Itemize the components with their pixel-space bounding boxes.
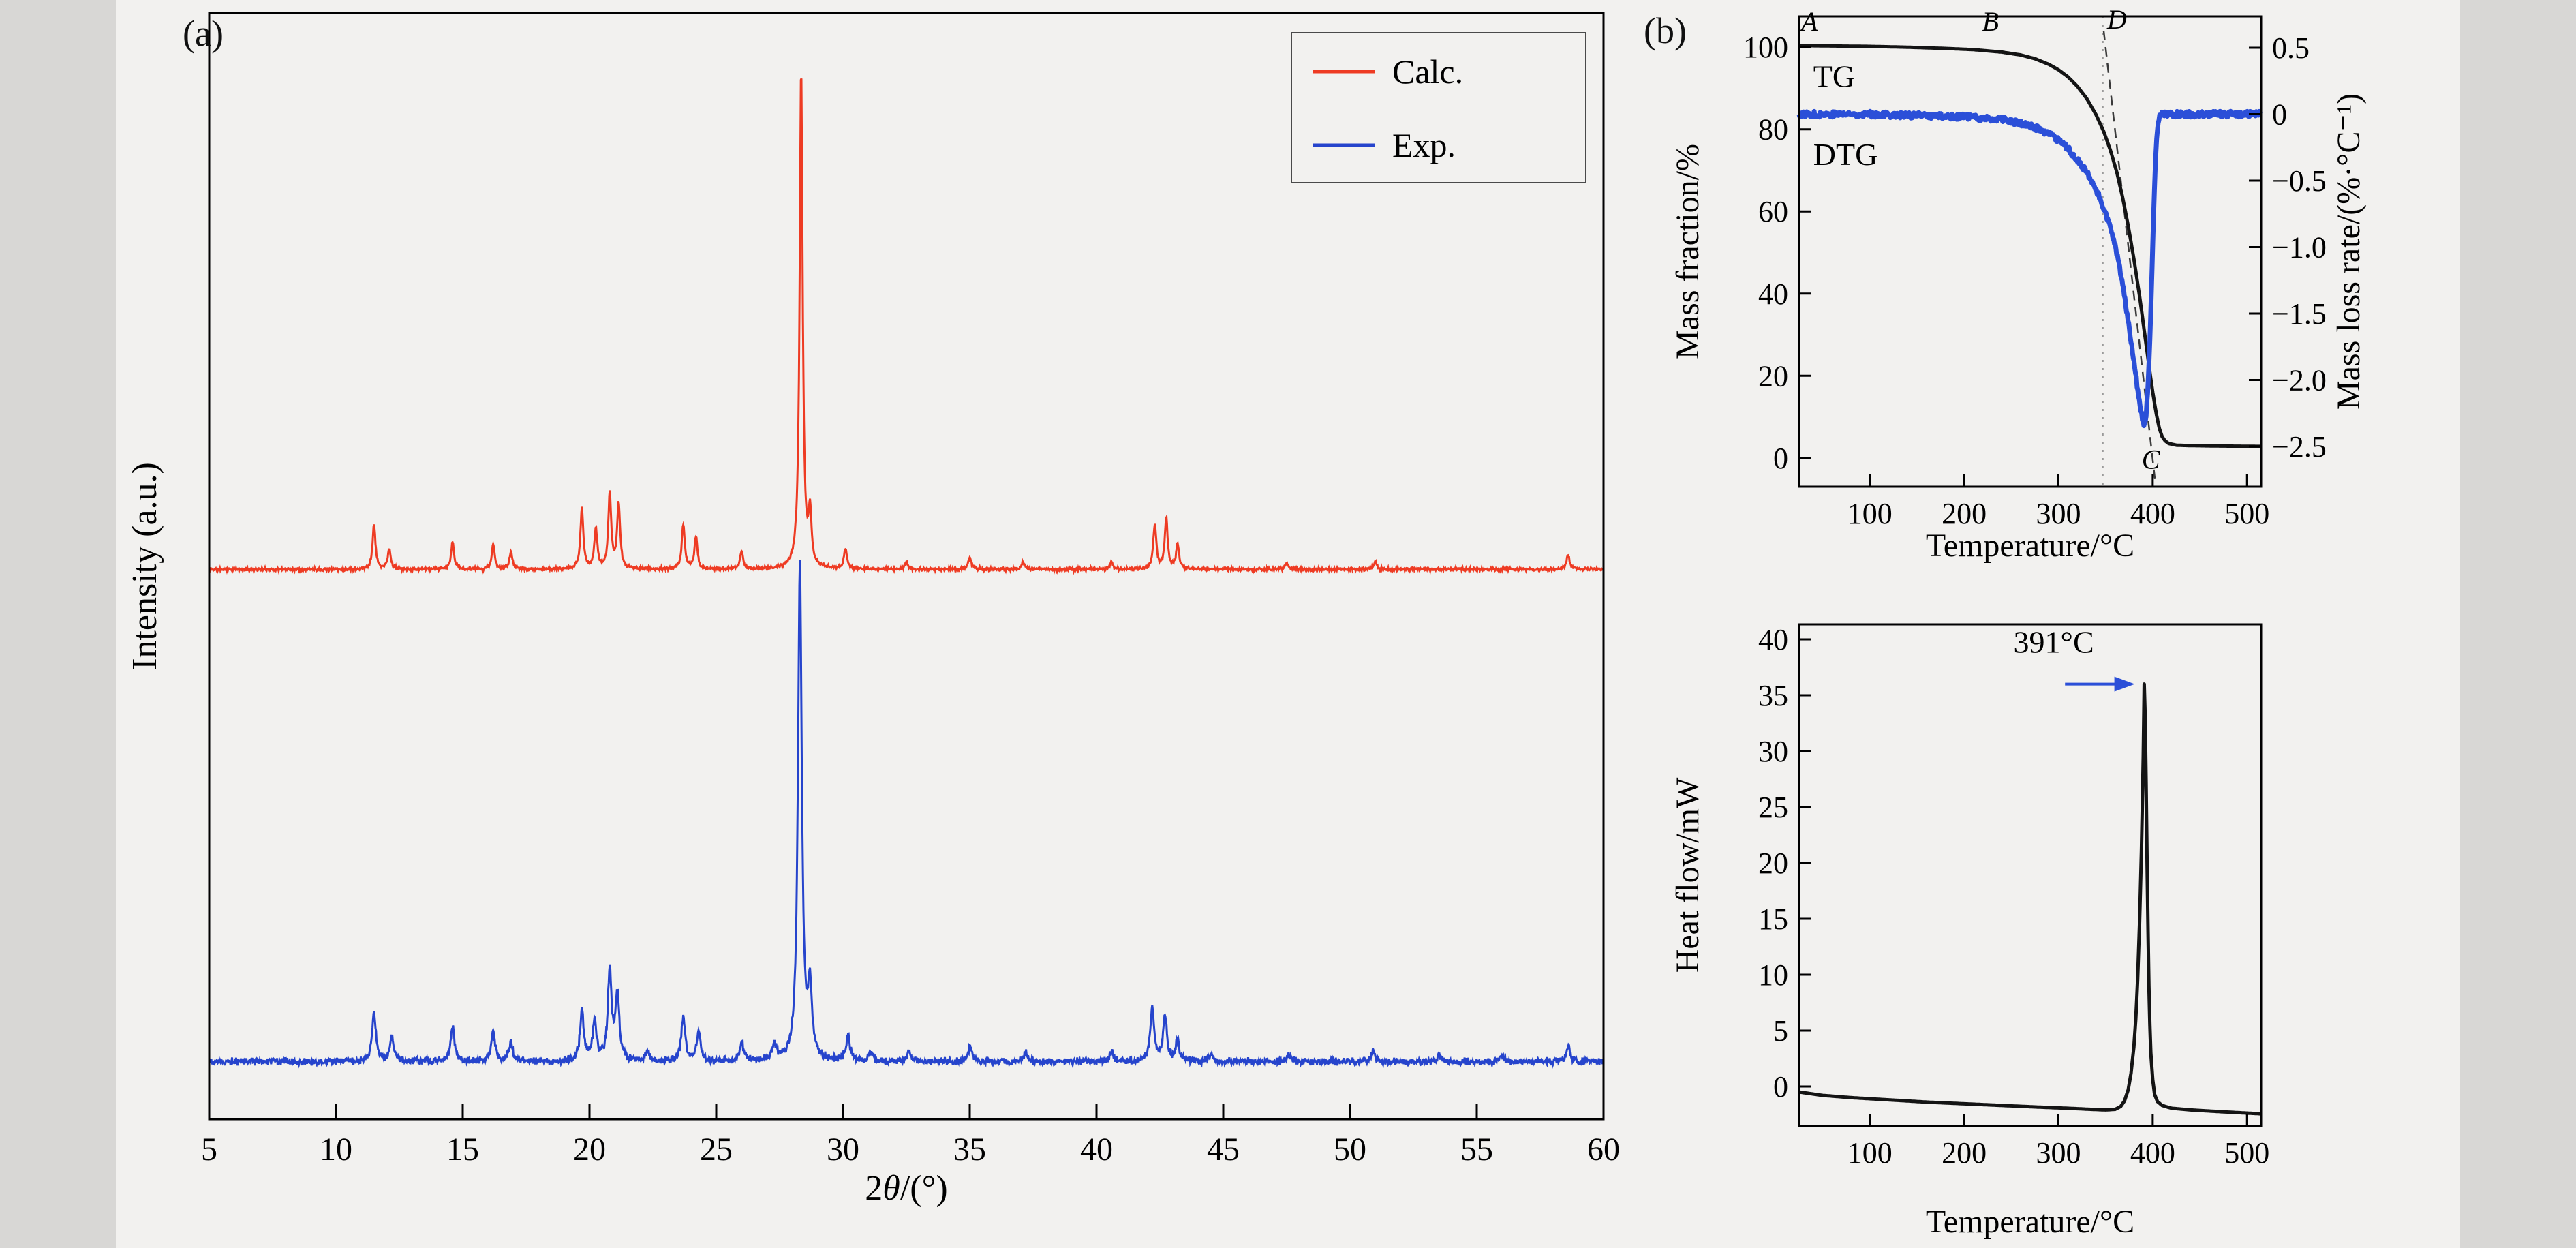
y-tick-label: 30 xyxy=(1758,735,1788,768)
x-tick-label: 40 xyxy=(1080,1131,1113,1168)
y-tick-label: 0 xyxy=(1773,1070,1788,1104)
x-tick-label: 45 xyxy=(1207,1131,1240,1168)
x-axis-title: Temperature/°C xyxy=(1926,1204,2134,1240)
panel-a-frame xyxy=(208,12,1605,1121)
y-tick-label: 40 xyxy=(1758,623,1788,656)
legend-label: Exp. xyxy=(1392,126,1456,164)
y-tick-label-right: 0.5 xyxy=(2272,31,2310,65)
y-tick-label-left: 60 xyxy=(1758,195,1788,228)
x-tick-label: 500 xyxy=(2224,497,2269,530)
x-tick-label: 20 xyxy=(573,1131,606,1168)
y-axis-title: Heat flow/mW xyxy=(1670,777,1706,973)
peak-temperature-annotation: 391°C xyxy=(2014,625,2094,660)
y-axis-title-right: Mass loss rate/(%·°C⁻¹) xyxy=(2331,93,2367,410)
x-tick-label: 25 xyxy=(700,1131,733,1168)
y-tick-label-left: 100 xyxy=(1743,31,1788,64)
y-tick-label-left: 0 xyxy=(1773,442,1788,475)
x-tick-label: 30 xyxy=(827,1131,859,1168)
series-tg xyxy=(1798,44,2263,448)
annotation-arrow-head xyxy=(2114,676,2135,692)
y-tick-label-right: −0.5 xyxy=(2272,164,2327,198)
panel-b-dsc-chart: 100 200 300 400 500 0 5 10 15 20 25 30 35 40 Temperatu… xyxy=(1670,623,2269,1240)
x-tick-label: 35 xyxy=(953,1131,986,1168)
left-page-margin xyxy=(0,0,116,1248)
xrd-series-calc xyxy=(209,78,1605,575)
panel-a-xrd-chart: 5 10 15 20 25 30 35 40 45 50 55 60 2θ/(°) Intensity (… xyxy=(125,12,1620,1208)
x-tick-label: 400 xyxy=(2130,497,2175,530)
y-tick-label-left: 20 xyxy=(1758,359,1788,393)
y-tick-label-right: −1.0 xyxy=(2272,230,2327,264)
y-tick-label: 20 xyxy=(1758,847,1788,880)
x-tick-label: 60 xyxy=(1587,1131,1620,1168)
y-tick-label-right: −1.5 xyxy=(2272,297,2327,331)
y-tick-label: 35 xyxy=(1758,679,1788,712)
y-axis-title: Intensity (a.u.) xyxy=(125,462,164,670)
x-tick-label: 400 xyxy=(2130,1136,2175,1170)
x-tick-label: 200 xyxy=(1942,1136,1987,1170)
panel-b-label: (b) xyxy=(1644,10,1687,51)
point-label-b: B xyxy=(1982,6,1999,37)
x-tick-label: 300 xyxy=(2036,1136,2081,1170)
x-tick-label: 10 xyxy=(320,1131,352,1168)
right-page-margin xyxy=(2460,0,2576,1248)
y-tick-label: 25 xyxy=(1758,791,1788,824)
y-axis-title-left: Mass fraction/% xyxy=(1670,144,1706,359)
x-tick-label: 100 xyxy=(1847,1136,1892,1170)
y-tick-label-left: 40 xyxy=(1758,277,1788,311)
y-tick-label: 15 xyxy=(1758,902,1788,936)
panel-b-bottom-frame xyxy=(1798,623,2263,1127)
x-axis-title: Temperature/°C xyxy=(1926,528,2134,564)
curve-label-tg: TG xyxy=(1813,59,1855,93)
x-tick-label: 5 xyxy=(201,1131,217,1168)
legend-label: Calc. xyxy=(1392,52,1463,91)
curve-label-dtg: DTG xyxy=(1813,137,1878,172)
x-tick-label: 200 xyxy=(1942,497,1987,530)
y-tick-label-right: −2.0 xyxy=(2272,363,2327,397)
x-tick-label: 15 xyxy=(446,1131,479,1168)
legend-box xyxy=(1291,32,1586,183)
x-tick-label: 500 xyxy=(2224,1136,2269,1170)
x-tick-label: 55 xyxy=(1460,1131,1493,1168)
point-label-c: C xyxy=(2142,444,2161,474)
point-label-a: A xyxy=(1799,6,1818,37)
x-tick-label: 50 xyxy=(1334,1131,1366,1168)
x-tick-label: 300 xyxy=(2036,497,2081,530)
panel-b-top-frame xyxy=(1798,15,2263,488)
point-label-d: D xyxy=(2106,4,2127,35)
y-tick-label: 5 xyxy=(1773,1014,1788,1048)
panel-a-label: (a) xyxy=(183,13,224,54)
panel-b-tg-dtg-chart: 100 200 300 400 500 0 20 40 60 80 100 0.5 0 −0.5 −1.0 −… xyxy=(1670,4,2367,564)
series-dsc xyxy=(1798,682,2263,1116)
y-tick-label-right: 0 xyxy=(2272,97,2287,131)
y-tick-label-left: 80 xyxy=(1758,113,1788,147)
y-tick-label: 10 xyxy=(1758,958,1788,992)
y-tick-label-right: −2.5 xyxy=(2272,430,2327,463)
x-tick-label: 100 xyxy=(1847,497,1892,530)
xrd-series-exp xyxy=(208,560,1605,1069)
series-dtg xyxy=(1796,108,2263,429)
x-axis-title: 2θ/(°) xyxy=(865,1169,947,1208)
